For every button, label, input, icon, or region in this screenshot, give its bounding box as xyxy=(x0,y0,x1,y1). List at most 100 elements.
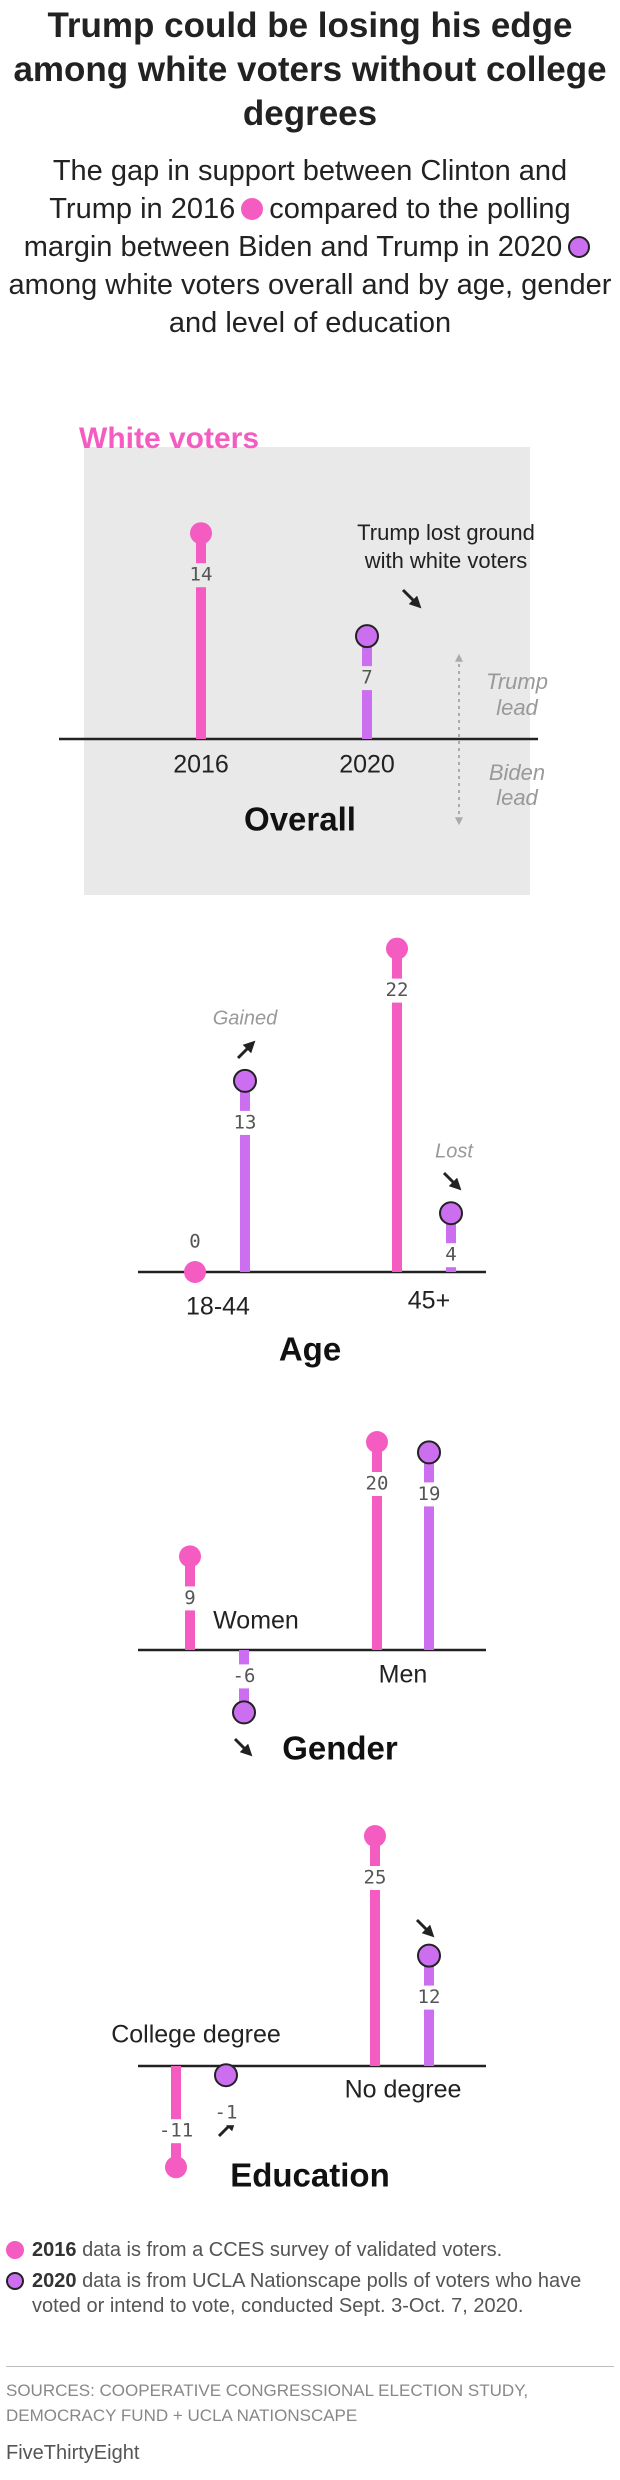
value-label: -1 xyxy=(215,2102,238,2124)
subtitle: The gap in support between Clinton and T… xyxy=(8,152,612,342)
panel-title: Education xyxy=(230,2157,390,2194)
divider xyxy=(6,2366,614,2367)
legend-label: 2020 xyxy=(32,2270,77,2292)
dot xyxy=(355,624,379,649)
footer: FiveThirtyEight xyxy=(6,2442,140,2464)
dot xyxy=(417,1943,441,1968)
arrow xyxy=(233,1737,253,1757)
dot xyxy=(214,2063,238,2088)
arrow xyxy=(236,1040,256,1060)
value-label: 7 xyxy=(361,667,372,689)
legend-text: 2016 data is from a CCES survey of valid… xyxy=(32,2238,502,2263)
value-label: 0 xyxy=(189,1231,200,1253)
dot-2020 xyxy=(568,236,591,258)
series-label: 2016 xyxy=(173,751,229,779)
subtitle-text: The gap in support between Clinton and T… xyxy=(49,155,568,225)
stem xyxy=(240,1080,250,1272)
value-label: 22 xyxy=(386,979,409,1001)
direction-label: Trump xyxy=(486,669,548,694)
dot xyxy=(233,1068,257,1093)
stem xyxy=(196,533,206,739)
dot xyxy=(184,1261,206,1283)
dot xyxy=(190,522,212,545)
panel-title: Gender xyxy=(282,1730,398,1767)
value-label: 14 xyxy=(190,564,213,586)
category-label: College degree xyxy=(111,2021,281,2049)
legend: 2016 data is from a CCES survey of valid… xyxy=(6,2238,614,2325)
label-bg xyxy=(186,563,216,588)
label-bg xyxy=(382,978,412,1003)
label-bg xyxy=(352,666,382,691)
legend-item: 2020 data is from UCLA Nationscape polls… xyxy=(6,2269,614,2319)
label-bg xyxy=(175,1586,205,1611)
stem xyxy=(392,948,402,1272)
dot-2016 xyxy=(241,198,264,220)
legend-label: 2016 xyxy=(32,2239,77,2261)
stem xyxy=(424,1452,434,1650)
value-label: 12 xyxy=(418,1986,441,2008)
annotation: Lost xyxy=(435,1140,474,1162)
annotation: Trump lost ground xyxy=(357,520,535,545)
value-label: 19 xyxy=(418,1483,441,1505)
arrow xyxy=(415,1918,435,1938)
category-label: Men xyxy=(379,1661,428,1689)
label-bg xyxy=(229,1664,259,1689)
arrow xyxy=(442,1171,462,1191)
series-label: 2020 xyxy=(339,751,395,779)
label-bg xyxy=(180,1230,210,1254)
legend-dot xyxy=(6,2272,24,2290)
subtitle-text: among white voters overall and by age, g… xyxy=(8,269,612,339)
legend-item: 2016 data is from a CCES survey of valid… xyxy=(6,2238,614,2263)
dot xyxy=(439,1201,463,1226)
annotation: Gained xyxy=(213,1007,278,1029)
value-label: -11 xyxy=(159,2120,193,2142)
legend-dot xyxy=(6,2241,24,2259)
legend-text: 2020 data is from UCLA Nationscape polls… xyxy=(32,2269,614,2319)
stem xyxy=(372,1442,382,1650)
stem xyxy=(171,2066,181,2168)
dot xyxy=(417,1440,441,1465)
dot xyxy=(386,937,408,960)
value-label: 25 xyxy=(364,1867,387,1889)
dot xyxy=(366,1431,388,1453)
direction-label: lead xyxy=(496,695,538,720)
panel-title: Age xyxy=(279,1331,341,1368)
stem xyxy=(370,1836,380,2066)
label-bg xyxy=(436,1243,466,1268)
stem xyxy=(424,1955,434,2066)
label-bg xyxy=(414,1482,444,1507)
label-bg xyxy=(360,1866,390,1890)
value-label: 20 xyxy=(366,1473,389,1495)
label-bg xyxy=(211,2101,241,2126)
subtitle-text: compared to the polling margin between B… xyxy=(23,193,571,263)
value-label: 13 xyxy=(234,1111,257,1133)
direction-label: lead xyxy=(496,785,538,810)
dot xyxy=(232,1700,256,1725)
title: Trump could be losing his edge among whi… xyxy=(13,6,607,133)
category-label: No degree xyxy=(345,2076,462,2104)
value-label: -6 xyxy=(233,1665,256,1687)
dot xyxy=(364,1825,386,1847)
value-label: 4 xyxy=(445,1244,456,1266)
panel-label: White voters xyxy=(79,422,259,455)
dot xyxy=(179,1545,201,1568)
label-bg xyxy=(362,1472,392,1496)
category-label: Women xyxy=(213,1607,299,1635)
direction-label: Biden xyxy=(489,760,545,785)
label-bg xyxy=(161,2119,191,2144)
category-label: 45+ xyxy=(408,1287,450,1315)
dot xyxy=(165,2156,187,2179)
panel-title: Overall xyxy=(244,801,356,838)
value-label: 9 xyxy=(184,1587,195,1609)
legend-desc: data is from a CCES survey of validated … xyxy=(82,2239,503,2261)
stem xyxy=(446,1213,456,1272)
legend-desc: data is from UCLA Nationscape polls of v… xyxy=(32,2270,582,2317)
annotation: with white voters xyxy=(364,548,528,573)
sources: SOURCES: COOPERATIVE CONGRESSIONAL ELECT… xyxy=(6,2381,529,2425)
arrow xyxy=(401,588,422,609)
label-bg xyxy=(414,1985,444,2010)
label-bg xyxy=(230,1110,260,1135)
category-label: 18-44 xyxy=(186,1293,250,1321)
